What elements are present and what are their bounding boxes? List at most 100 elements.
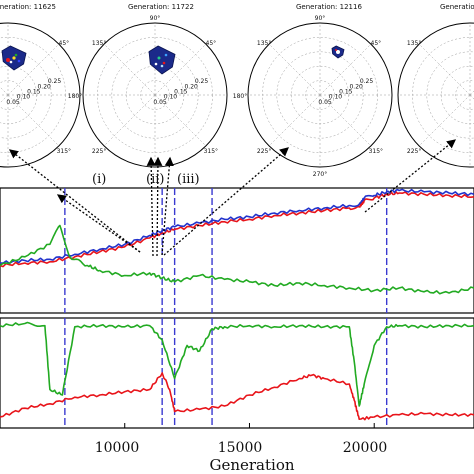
series-line-1-2 <box>0 188 474 265</box>
x-tick-label-20000: 20000 <box>343 440 388 456</box>
polar-ring-3 <box>111 51 199 139</box>
polar-radial-label: 0.15 <box>339 88 353 95</box>
polar-angle-label: 135° <box>257 40 271 47</box>
polar-ring-1 <box>0 80 23 110</box>
annotation-arrow-2 <box>56 194 141 253</box>
annotation-arrow-5 <box>161 156 174 256</box>
polar-spoke-225 <box>268 94 321 147</box>
series-line-1-3 <box>0 224 474 295</box>
polar-angle-label: 225° <box>407 148 421 155</box>
polar-spoke-225 <box>418 94 471 147</box>
cluster-shape <box>148 45 176 75</box>
polar-angle-label: 90° <box>150 15 161 22</box>
cluster-point-1 <box>157 56 161 60</box>
annotation-arrow-1 <box>8 149 141 253</box>
polar-ring-1 <box>455 80 474 110</box>
series-line-1-1 <box>0 191 474 268</box>
x-tick-label-10000: 10000 <box>95 440 140 456</box>
polar-angle-label: 135° <box>407 40 421 47</box>
polar-title-2: Generation: 11722 <box>128 3 194 11</box>
polar-spoke-135 <box>418 43 471 96</box>
polar-radial-label: 0.15 <box>174 88 188 95</box>
polar-spoke-315 <box>7 94 60 147</box>
polar-angle-label: 315° <box>204 148 218 155</box>
polar-spoke-135 <box>103 43 156 96</box>
polar-title-3: Generation: 12116 <box>296 3 362 11</box>
annotation-arrow-7 <box>364 139 457 213</box>
polar-radial-label: 0.20 <box>349 83 363 90</box>
marker-label-i: (i) <box>92 172 106 187</box>
polar-spoke-225 <box>103 94 156 147</box>
polar-spoke-45 <box>154 43 207 96</box>
polar-panel-2: 90° 135° 45° 180° 225° 315° 0.050.100.150.200.… <box>68 15 228 168</box>
series-line-2-2 <box>0 372 474 421</box>
plot-panel-1 <box>0 188 474 313</box>
polar-angle-label: 270° <box>313 171 327 178</box>
polar-angle-label: 225° <box>257 148 271 155</box>
polar-radial-label: 0.20 <box>37 83 51 90</box>
plot-panel-2 <box>0 318 474 428</box>
polar-angle-label: 315° <box>369 148 383 155</box>
time-series-plots <box>0 188 474 428</box>
x-axis-label: Generation <box>209 456 294 474</box>
cluster-point-4 <box>17 59 21 63</box>
polar-radial-label: 0.25 <box>48 78 62 85</box>
polar-spoke-45 <box>7 43 60 96</box>
polar-angle-label: 45° <box>206 40 217 47</box>
polar-spoke-135 <box>268 43 321 96</box>
annotation-arrow-6 <box>163 147 289 256</box>
polar-radial-label: 0.10 <box>164 94 178 101</box>
annotation-arrows <box>8 139 457 257</box>
marker-label-iii: (iii) <box>177 172 200 187</box>
polar-panel-3: 90°135° 45°180°225° 315°270°0.050.100.150.… <box>233 15 393 178</box>
polar-radial-label: 0.20 <box>184 83 198 90</box>
upper-plot-frame <box>0 187 474 314</box>
polar-angle-label: 45° <box>371 40 382 47</box>
polar-panels: 135°45°315°0.050.100.150.200.2590°135°45… <box>0 15 474 178</box>
polar-radial-label: 0.25 <box>195 78 209 85</box>
polar-angle-label: 315° <box>57 148 71 155</box>
cluster-point-3 <box>9 60 13 64</box>
polar-radial-label: 0.15 <box>27 88 41 95</box>
annotation-arrow-3 <box>146 156 156 257</box>
cluster-1 <box>1 45 27 71</box>
marker-label-ii: (ii) <box>146 172 164 187</box>
annotation-arrow-4 <box>153 156 163 257</box>
lower-plot-frame <box>0 317 474 429</box>
polar-ring-1 <box>140 80 170 110</box>
polar-radial-label: 0.05 <box>6 99 20 106</box>
series-line-2-1 <box>0 321 474 407</box>
cluster-point-1 <box>6 58 10 62</box>
cluster-point-3 <box>154 62 158 66</box>
polar-angle-label: 225° <box>92 148 106 155</box>
polar-spoke-45 <box>319 43 372 96</box>
cluster-point-5 <box>160 64 164 68</box>
polar-angle-label: 90° <box>315 15 326 22</box>
polar-angle-label: 180° <box>68 93 82 100</box>
cluster-point-2 <box>162 61 166 65</box>
cluster-point-2 <box>14 53 18 57</box>
polar-title-4: Generatio <box>440 3 474 11</box>
polar-title-1: Generation: 11625 <box>0 3 56 11</box>
polar-radial-label: 0.10 <box>17 94 31 101</box>
cluster-point-1 <box>336 50 340 54</box>
cluster-2 <box>148 45 176 75</box>
polar-spoke-315 <box>154 94 207 147</box>
polar-ring-1 <box>305 80 335 110</box>
cluster-point-2 <box>335 49 337 51</box>
polar-radial-label: 0.25 <box>360 78 374 85</box>
polar-ring-3 <box>0 51 52 139</box>
cluster-point-4 <box>164 53 168 57</box>
polar-panel-4: 135° 225° <box>397 22 474 168</box>
polar-radial-label: 0.10 <box>329 94 343 101</box>
cluster-point-5 <box>12 56 16 60</box>
cluster-3 <box>331 45 345 59</box>
polar-angle-label: 135° <box>92 40 106 47</box>
polar-spoke-315 <box>319 94 372 147</box>
polar-ring-3 <box>276 51 364 139</box>
x-tick-label-15000: 15000 <box>218 440 263 456</box>
polar-angle-label: 180° <box>233 93 247 100</box>
polar-angle-label: 45° <box>59 40 70 47</box>
polar-radial-label: 0.05 <box>318 99 332 106</box>
